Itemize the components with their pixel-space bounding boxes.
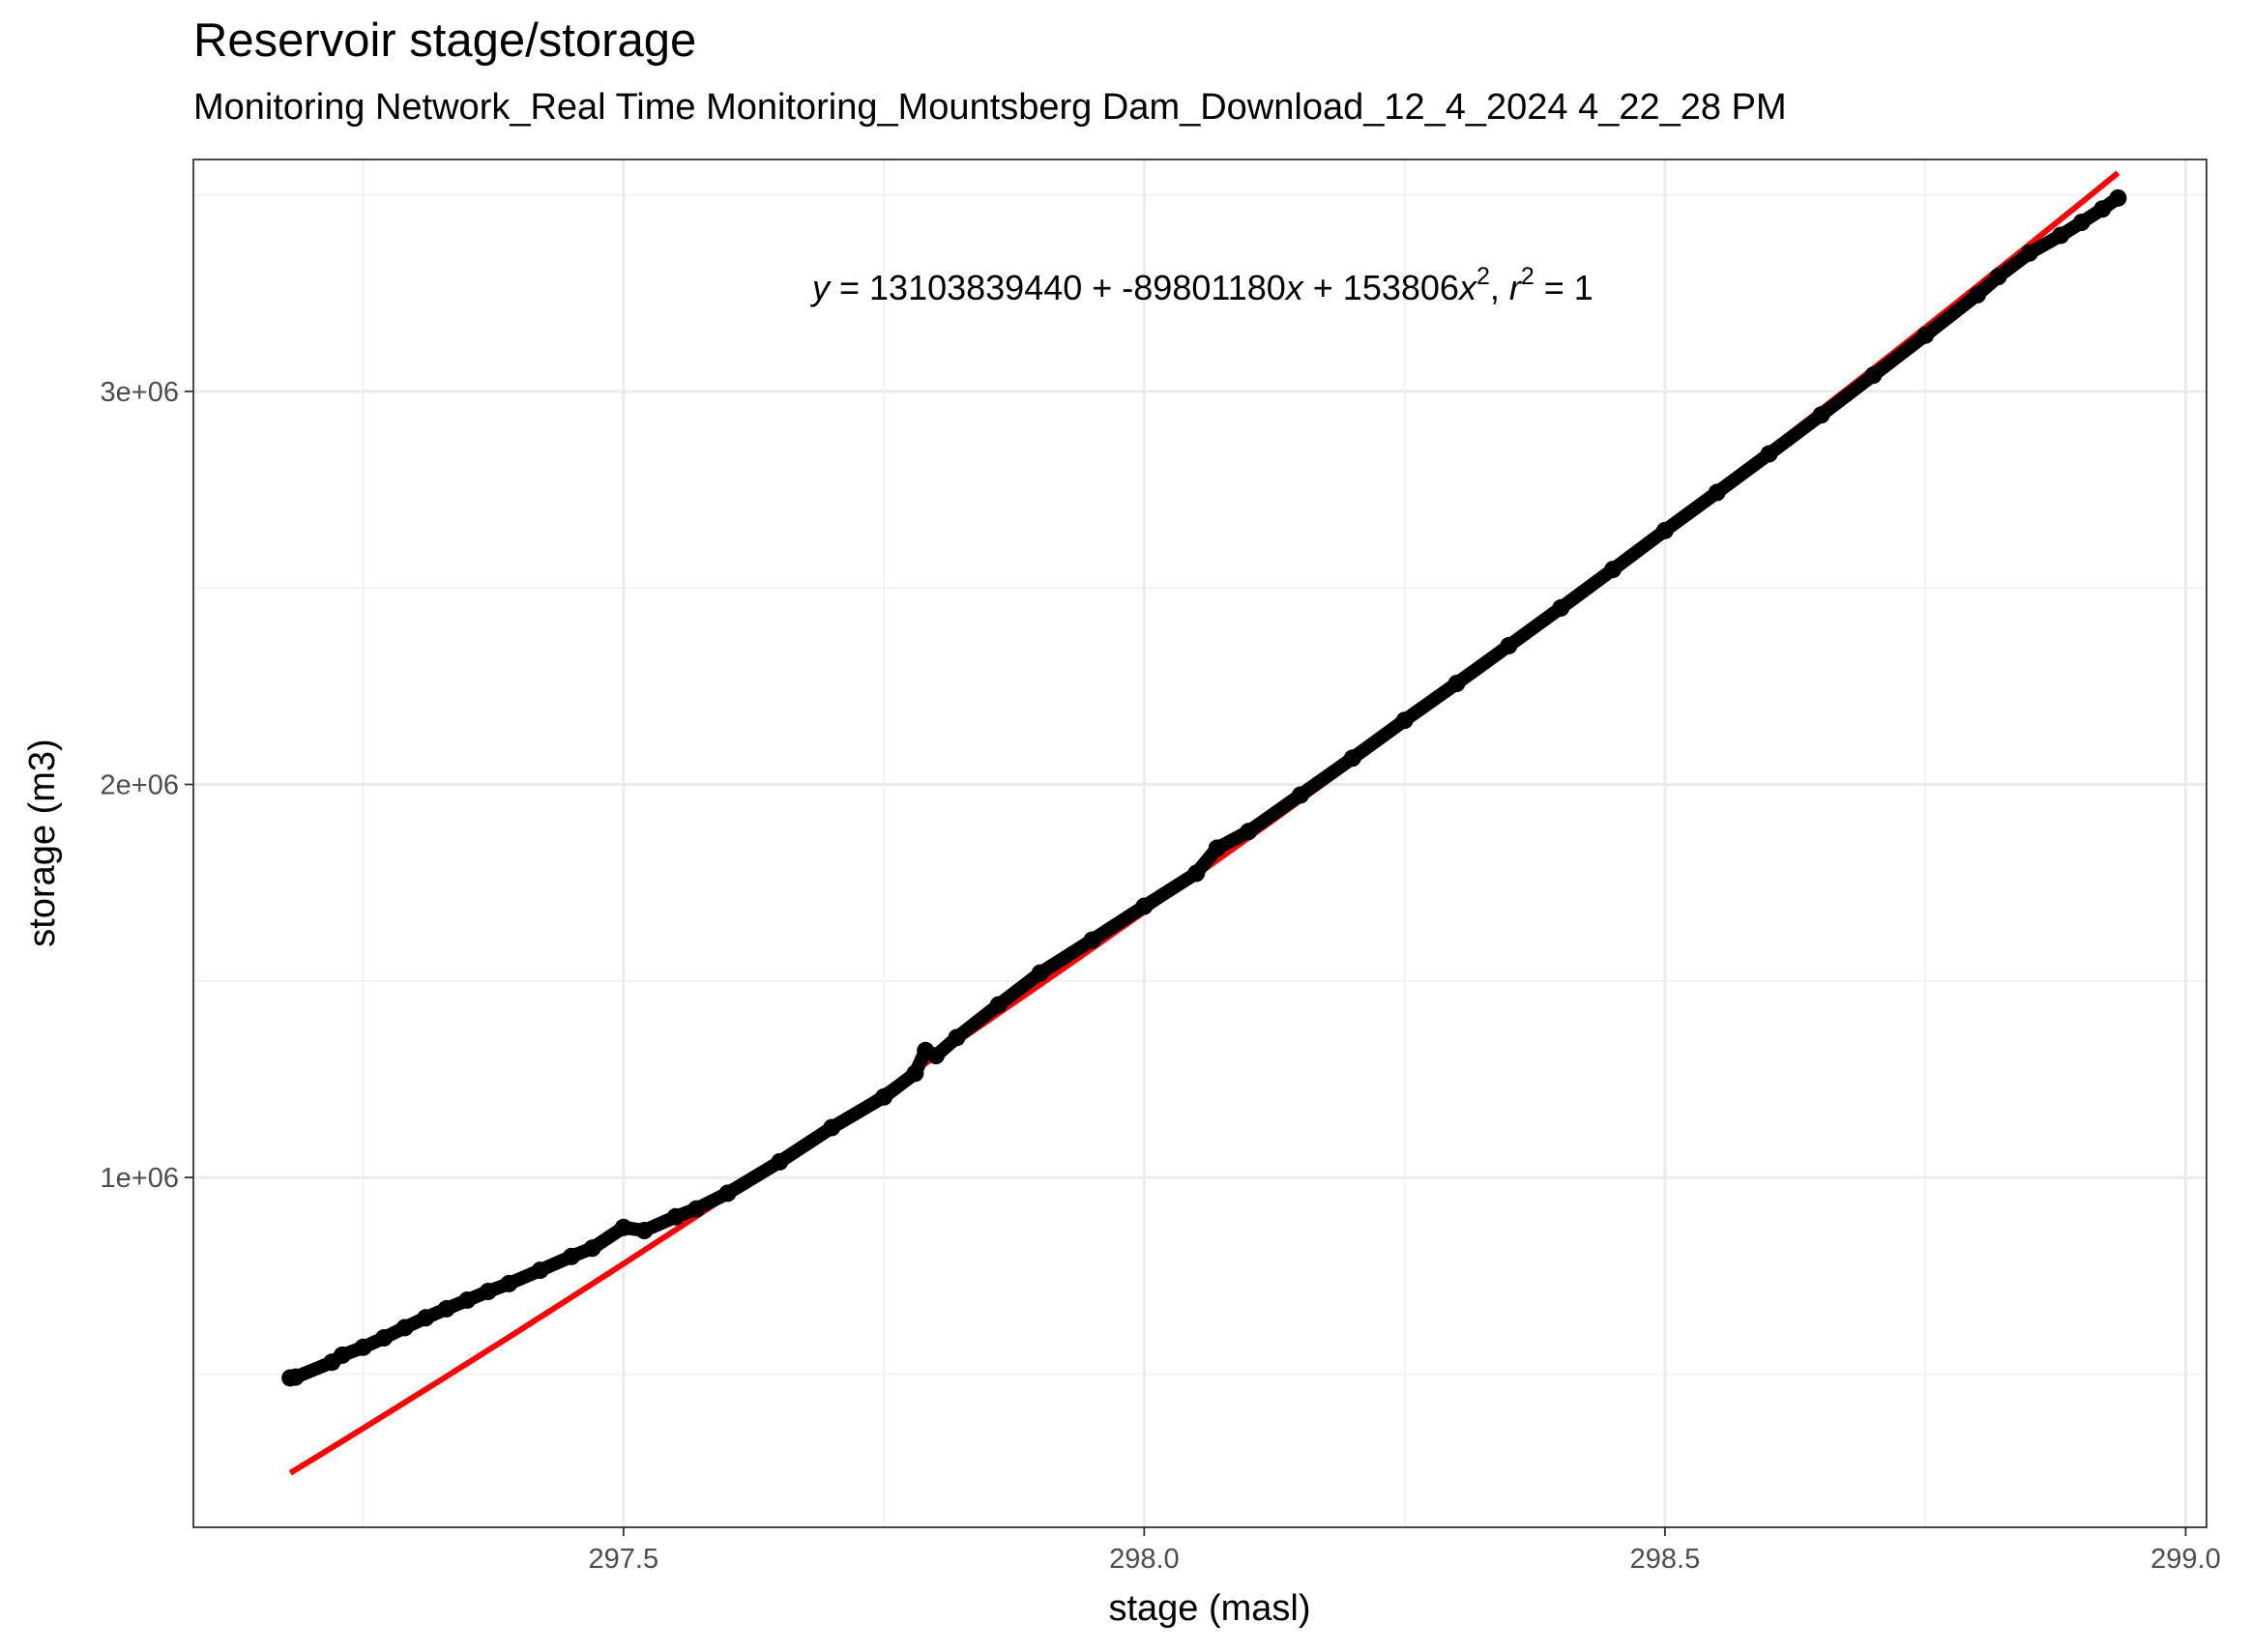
data-point	[583, 1239, 601, 1258]
data-point	[1864, 366, 1883, 385]
data-point	[1989, 268, 2007, 286]
y-tick-label: 3e+06	[101, 377, 179, 408]
data-point	[1083, 931, 1101, 949]
x-axis-title: stage (masl)	[1108, 1588, 1310, 1629]
data-point	[948, 1029, 966, 1047]
data-point	[286, 1368, 305, 1386]
chart-title: Reservoir stage/storage	[193, 14, 697, 67]
data-point	[500, 1274, 518, 1292]
data-point	[1208, 839, 1226, 857]
data-point	[2093, 200, 2112, 218]
data-points-layer	[281, 188, 2127, 1387]
data-point	[334, 1346, 352, 1364]
data-point	[479, 1283, 497, 1301]
axis-ticks: 297.5 298.0 298.5 299.0 1e+06 2e+06 3e+06	[101, 377, 2221, 1575]
data-point	[1969, 285, 1987, 304]
x-tick-label: 298.5	[1630, 1544, 1701, 1575]
y-tick-label: 1e+06	[101, 1163, 179, 1194]
equation-x-var-2: x	[1457, 268, 1478, 307]
regression-equation: y = 13103839440 + -89801180x + 153806x2,…	[809, 263, 1593, 307]
data-point	[562, 1247, 580, 1265]
data-point	[437, 1299, 455, 1318]
data-point	[1187, 864, 1206, 883]
equation-r-value: = 1	[1535, 268, 1593, 307]
data-point	[1655, 521, 1674, 539]
y-axis-title: storage (m3)	[22, 739, 63, 946]
data-point	[823, 1118, 841, 1137]
data-point	[1343, 749, 1361, 768]
data-point	[395, 1319, 414, 1337]
data-point	[354, 1338, 372, 1356]
data-point	[2020, 244, 2038, 262]
equation-exponent: 2	[1476, 263, 1490, 290]
data-point	[2109, 188, 2127, 207]
data-point	[614, 1218, 632, 1236]
data-point	[1240, 823, 1258, 841]
data-point	[375, 1329, 394, 1348]
data-point	[1552, 598, 1570, 617]
data-point	[1760, 445, 1778, 463]
data-point	[1031, 964, 1049, 982]
equation-x-var: x	[1284, 268, 1305, 307]
observation-band	[283, 190, 2125, 1385]
equation-sep: ,	[1490, 268, 1509, 307]
data-point	[531, 1261, 549, 1280]
data-point	[666, 1207, 685, 1226]
fit-line	[288, 170, 2120, 1476]
data-point	[635, 1222, 654, 1240]
data-point	[906, 1064, 924, 1083]
equation-term-sep: + 153806	[1303, 268, 1459, 307]
data-point	[1447, 675, 1466, 693]
chart-subtitle: Monitoring Network_Real Time Monitoring_…	[193, 87, 1787, 128]
data-point	[458, 1290, 477, 1309]
data-point	[1812, 406, 1830, 424]
x-tick-label: 298.0	[1109, 1544, 1180, 1575]
data-point	[417, 1309, 435, 1327]
plot-border	[192, 159, 2207, 1528]
grid-lines	[193, 159, 2207, 1527]
data-point	[1135, 897, 1154, 915]
data-point	[2072, 214, 2090, 232]
data-point	[1916, 326, 1935, 344]
x-tick-label: 297.5	[589, 1544, 659, 1575]
y-tick-label: 2e+06	[101, 770, 179, 801]
data-point	[1604, 561, 1622, 579]
data-point	[687, 1200, 706, 1218]
x-tick-label: 299.0	[2150, 1544, 2221, 1575]
data-point	[875, 1087, 893, 1106]
equation-body: = 13103839440 + -89801180	[830, 268, 1286, 307]
data-point	[926, 1047, 945, 1065]
equation-y-var: y	[809, 268, 832, 307]
data-point	[1395, 711, 1414, 730]
fit-line-layer	[288, 170, 2120, 1476]
data-point	[1500, 636, 1518, 654]
data-point	[771, 1152, 789, 1171]
data-point	[718, 1184, 737, 1203]
data-point	[2052, 226, 2070, 245]
equation-r-var: r	[1509, 268, 1523, 307]
data-point	[1291, 786, 1309, 804]
data-point	[989, 996, 1008, 1014]
data-point	[1708, 483, 1726, 502]
equation-r-exponent: 2	[1521, 263, 1535, 290]
